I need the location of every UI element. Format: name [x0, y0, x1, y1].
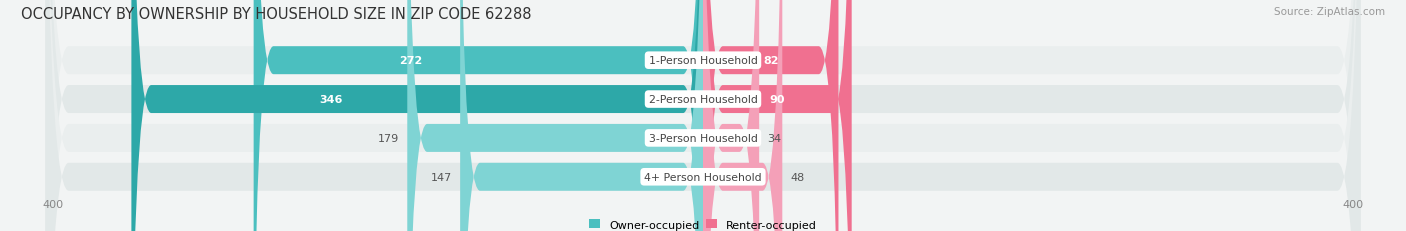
FancyBboxPatch shape — [253, 0, 703, 231]
Text: 34: 34 — [768, 133, 782, 143]
FancyBboxPatch shape — [131, 0, 703, 231]
Text: 272: 272 — [399, 56, 423, 66]
Text: Source: ZipAtlas.com: Source: ZipAtlas.com — [1274, 7, 1385, 17]
Text: 48: 48 — [790, 172, 804, 182]
Text: 4+ Person Household: 4+ Person Household — [644, 172, 762, 182]
Text: 147: 147 — [430, 172, 451, 182]
Text: 1-Person Household: 1-Person Household — [648, 56, 758, 66]
Legend: Owner-occupied, Renter-occupied: Owner-occupied, Renter-occupied — [585, 215, 821, 231]
Text: 3-Person Household: 3-Person Household — [648, 133, 758, 143]
Text: 400: 400 — [1343, 199, 1364, 210]
Text: 90: 90 — [769, 95, 785, 105]
FancyBboxPatch shape — [45, 0, 1361, 231]
Text: 346: 346 — [319, 95, 343, 105]
FancyBboxPatch shape — [703, 0, 782, 231]
Text: 82: 82 — [763, 56, 779, 66]
FancyBboxPatch shape — [703, 0, 852, 231]
FancyBboxPatch shape — [45, 0, 1361, 231]
Text: 179: 179 — [378, 133, 399, 143]
FancyBboxPatch shape — [460, 0, 703, 231]
FancyBboxPatch shape — [408, 0, 703, 231]
FancyBboxPatch shape — [45, 0, 1361, 231]
FancyBboxPatch shape — [45, 0, 1361, 231]
FancyBboxPatch shape — [703, 0, 759, 231]
Text: 2-Person Household: 2-Person Household — [648, 95, 758, 105]
Text: 400: 400 — [42, 199, 63, 210]
FancyBboxPatch shape — [703, 0, 838, 231]
Text: OCCUPANCY BY OWNERSHIP BY HOUSEHOLD SIZE IN ZIP CODE 62288: OCCUPANCY BY OWNERSHIP BY HOUSEHOLD SIZE… — [21, 7, 531, 22]
